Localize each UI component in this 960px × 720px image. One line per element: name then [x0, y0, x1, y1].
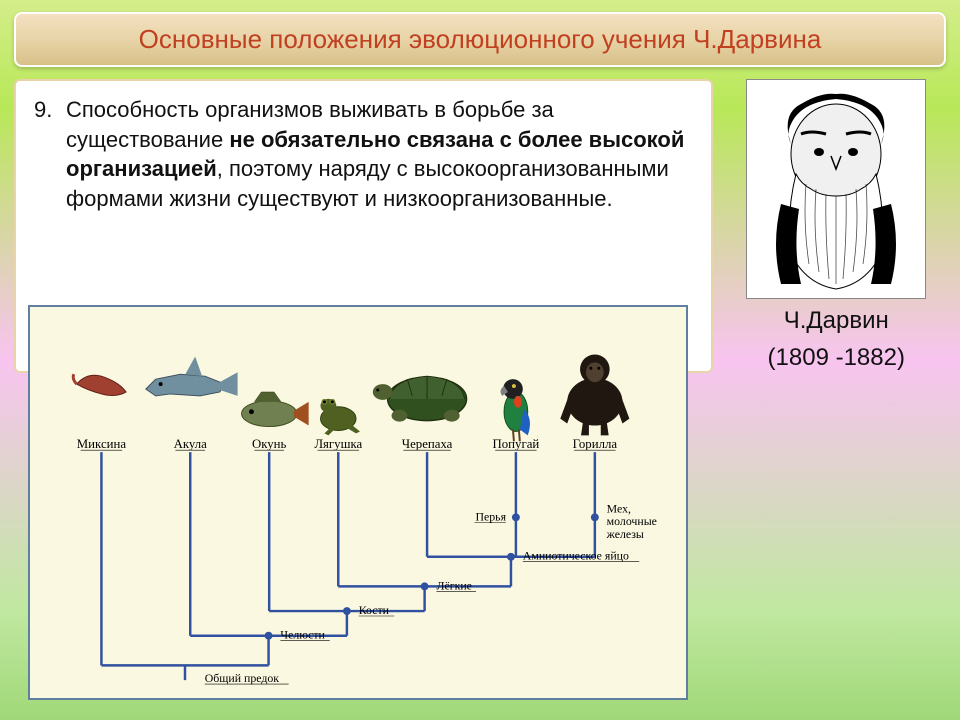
- svg-text:Миксина: Миксина: [77, 437, 127, 451]
- svg-text:Черепаха: Черепаха: [402, 437, 453, 451]
- svg-text:Перья: Перья: [475, 509, 506, 523]
- portrait-name: Ч.Дарвин: [727, 305, 947, 336]
- svg-text:Кости: Кости: [359, 603, 390, 617]
- slide-title: Основные положения эволюционного учения …: [14, 12, 946, 67]
- svg-text:Окунь: Окунь: [252, 437, 287, 451]
- svg-text:Попугай: Попугай: [493, 437, 540, 451]
- darwin-portrait: [746, 79, 926, 299]
- portrait-column: Ч.Дарвин (1809 -1882): [727, 79, 947, 373]
- cladogram-box: Миксина Акула Окунь Лягушка Черепаха Попугай Г…: [28, 305, 688, 700]
- svg-text:Лягушка: Лягушка: [314, 437, 362, 451]
- svg-text:Общий предок: Общий предок: [205, 671, 280, 685]
- svg-text:Акула: Акула: [174, 437, 208, 451]
- svg-text:Челюсти: Челюсти: [280, 628, 325, 642]
- svg-text:Амниотическое яйцо: Амниотическое яйцо: [523, 549, 629, 563]
- svg-text:железы: железы: [606, 527, 644, 541]
- portrait-years: (1809 -1882): [727, 342, 947, 373]
- svg-text:Горилла: Горилла: [573, 437, 618, 451]
- svg-text:Лёгкие: Лёгкие: [436, 578, 471, 592]
- cladogram-diagram: Миксина Акула Окунь Лягушка Черепаха Попугай Г…: [38, 315, 678, 690]
